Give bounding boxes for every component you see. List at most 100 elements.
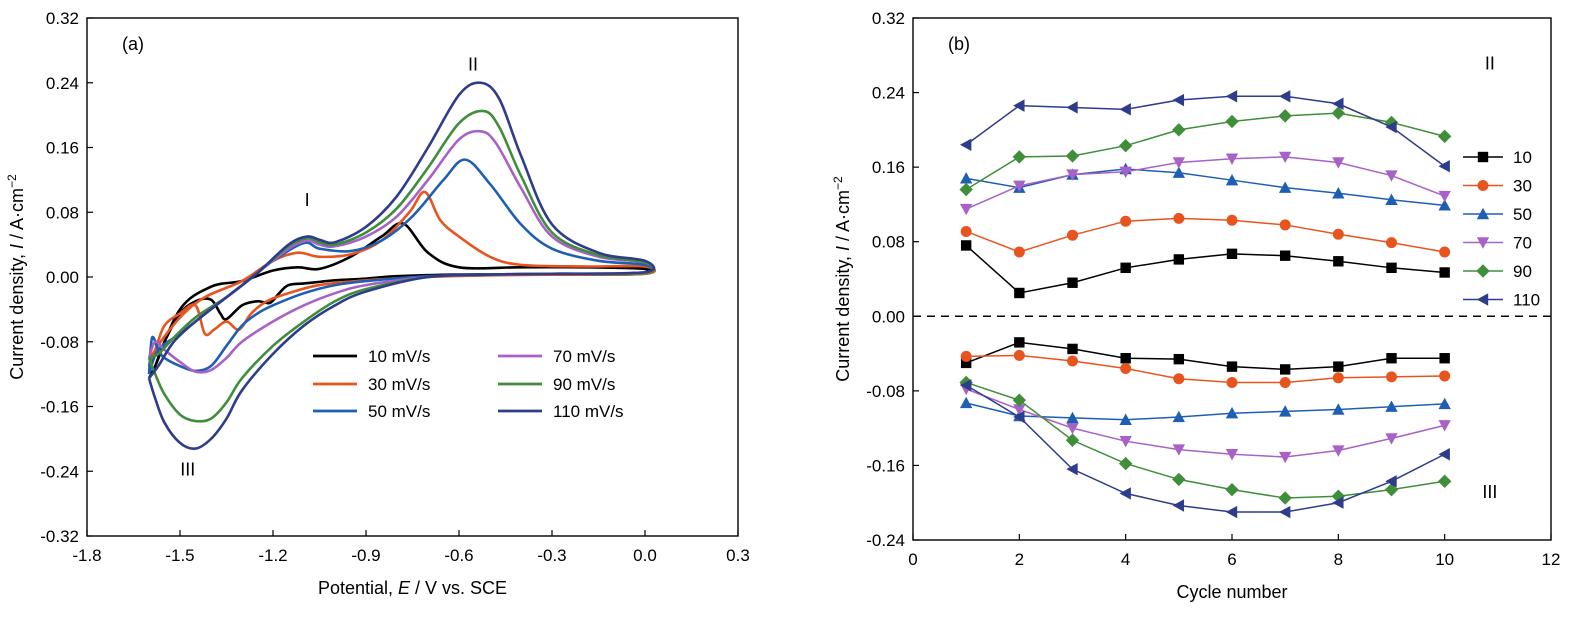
legend-label: 90 mV/s: [553, 375, 615, 394]
x-tick-label: -0.6: [444, 546, 473, 565]
data-point: [1225, 173, 1239, 186]
data-point: [1172, 410, 1186, 423]
data-point: [1279, 219, 1291, 231]
data-point: [1438, 160, 1450, 173]
data-point: [1279, 250, 1291, 261]
legend-label: 30: [1513, 177, 1532, 196]
x-tick-label: 8: [1334, 550, 1343, 569]
x-tick-label: -1.5: [165, 546, 194, 565]
plot-frame: [912, 17, 1552, 541]
panel-a: -1.8 -1.5 -1.2 -0.9 -0.6 -0.3 0.0 0.3 -0.32 -0.24…: [5, 9, 750, 598]
data-point: [1119, 487, 1131, 500]
data-point: [960, 225, 972, 237]
data-point: [1385, 433, 1398, 445]
data-point: [1279, 364, 1291, 375]
x-tick-label: -0.3: [537, 546, 566, 565]
legend-label: 110: [1513, 291, 1540, 310]
data-point: [1332, 496, 1344, 509]
x-tick-label: 2: [1015, 550, 1024, 569]
data-point: [1172, 499, 1185, 512]
data-point: [1332, 97, 1344, 110]
y-tick-label: -0.24: [866, 531, 905, 550]
data-point: [1332, 372, 1344, 384]
data-point: [1173, 353, 1185, 365]
y-axis-label: Current density, I / A·cm−2: [831, 176, 853, 382]
data-point: [1385, 120, 1397, 134]
data-point: [1385, 170, 1398, 182]
y-tick-label: -0.08: [40, 333, 79, 352]
data-point: [1120, 215, 1132, 227]
data-point: [1226, 214, 1238, 226]
series-line: [965, 384, 1446, 513]
data-point: [1172, 444, 1186, 456]
series-line: [965, 244, 1445, 294]
data-point: [1386, 353, 1397, 364]
data-point: [1385, 400, 1398, 412]
data-point: [1173, 212, 1185, 224]
legend-label: 110 mV/s: [553, 402, 624, 421]
data-point: [959, 396, 973, 409]
legend-marker: [1476, 293, 1489, 306]
y-tick-label: 0.00: [46, 268, 79, 287]
data-point: [1439, 267, 1450, 278]
legend-marker: [1476, 264, 1490, 278]
data-point: [1438, 448, 1450, 461]
series-line: [965, 388, 1445, 458]
y-tick-label: 0.32: [872, 9, 905, 28]
data-point: [1278, 90, 1291, 103]
y-tick-label: 0.00: [872, 307, 905, 326]
panel-label: (a): [122, 34, 144, 54]
data-point: [1438, 199, 1451, 211]
data-point: [1385, 475, 1397, 488]
panel-b: 0 2 4 6 8 10 12 -0.24 -0.16 -0.08 0.00 0.08 0.16 0.24…: [831, 9, 1560, 602]
data-point: [1066, 169, 1079, 181]
x-tick-label: 10: [1435, 550, 1454, 569]
data-point: [1333, 361, 1344, 372]
data-point: [1013, 404, 1026, 416]
series-line: [966, 168, 1445, 207]
data-point: [1120, 262, 1131, 274]
legend-label: 50: [1513, 205, 1532, 224]
data-point: [1172, 93, 1185, 107]
legend-marker: [1476, 237, 1490, 249]
x-tick-label: 0.0: [633, 546, 657, 565]
data-point: [960, 357, 972, 369]
series-line: [965, 112, 1445, 191]
data-point: [1014, 287, 1025, 299]
legend-label: 70 mV/s: [553, 347, 615, 366]
data-point: [1225, 505, 1238, 519]
data-point: [960, 350, 972, 362]
series-line: [147, 81, 656, 451]
data-point: [1278, 181, 1292, 193]
data-point: [1065, 433, 1080, 447]
plot-frame: [86, 17, 739, 537]
legend-label: 70: [1513, 234, 1532, 253]
x-tick-label: -1.8: [72, 546, 101, 565]
y-axis-label: Current density, I / A·cm−2: [5, 174, 27, 380]
y-tick-label: -0.08: [866, 382, 905, 401]
data-point: [1437, 129, 1452, 144]
peak-annotation: III: [180, 459, 195, 479]
x-tick-label: -0.9: [351, 546, 380, 565]
data-point: [1118, 456, 1133, 471]
x-tick-label: 4: [1121, 550, 1130, 569]
data-point: [1012, 150, 1027, 164]
data-point: [1439, 246, 1451, 258]
series-line: [965, 341, 1445, 371]
data-point: [1438, 190, 1451, 203]
data-point: [1333, 256, 1344, 267]
data-point: [1386, 371, 1397, 383]
data-point: [1225, 407, 1239, 419]
data-point: [1013, 410, 1025, 424]
data-point: [959, 379, 972, 392]
data-point: [1226, 361, 1238, 372]
y-tick-label: -0.32: [40, 527, 79, 546]
legend-marker: [1477, 151, 1489, 163]
peak-annotation: II: [468, 55, 478, 75]
data-point: [1332, 187, 1345, 199]
data-point: [1118, 139, 1133, 153]
series-line: [965, 402, 1445, 421]
data-point: [959, 172, 973, 184]
y-tick-label: -0.16: [866, 456, 905, 475]
